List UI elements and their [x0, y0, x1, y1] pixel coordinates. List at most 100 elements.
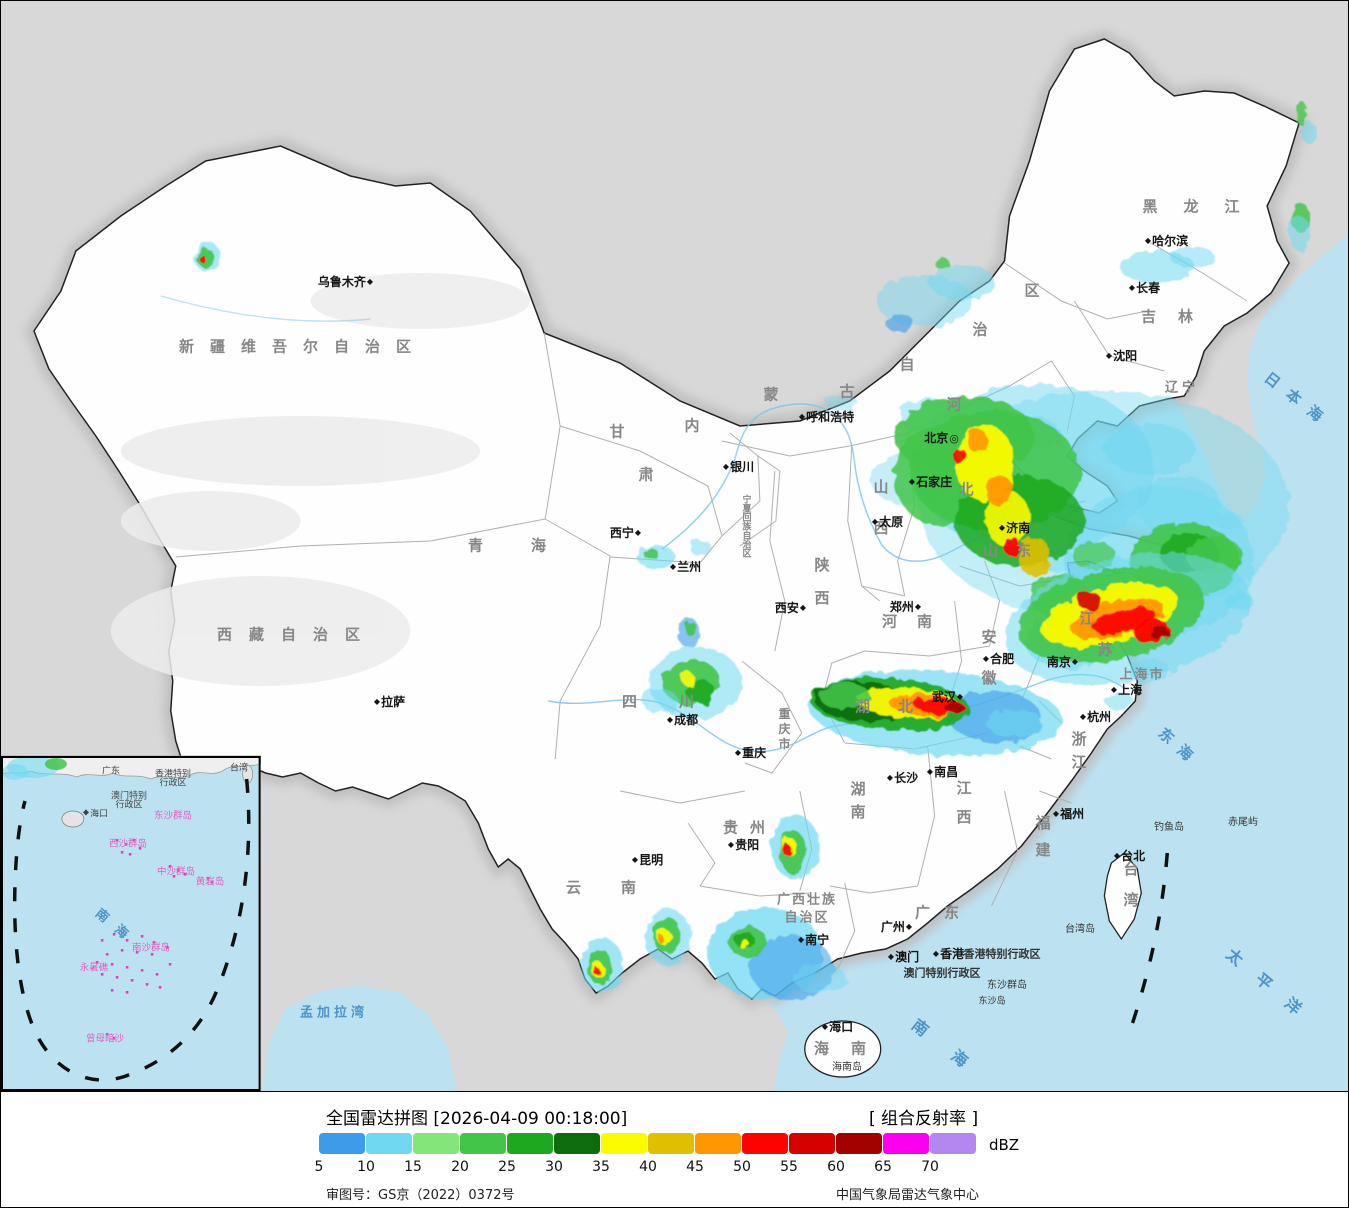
- island-dot: [105, 1033, 109, 1036]
- nine-dash-line-east: [1127, 852, 1170, 1034]
- radar-cell: [986, 475, 1013, 507]
- island-dot: [138, 847, 142, 850]
- island-dot: [172, 875, 176, 878]
- radar-cell: [642, 689, 678, 713]
- radar-cell: [594, 968, 601, 976]
- china-radar-map: 新疆维吾尔自治区 西藏自治区 青海甘肃内蒙古自治区黑龙江 吉林 辽宁河北山西 陕西 河南 山东…: [1, 1, 1348, 1092]
- island-dot: [158, 986, 162, 989]
- radar-cell: [1137, 476, 1222, 536]
- radar-cell: [1018, 537, 1051, 577]
- radar-cell: [885, 314, 914, 332]
- radar-cell: [1003, 536, 1020, 556]
- radar-cell: [929, 264, 994, 300]
- legend-value: 15: [404, 1159, 422, 1175]
- radar-cell: [1170, 246, 1215, 268]
- radar-cell: [825, 395, 858, 411]
- legend-color-segment: [648, 1133, 694, 1154]
- radar-cell: [1295, 101, 1308, 125]
- island-dot: [168, 865, 172, 868]
- legend-color-segment: [319, 1133, 365, 1154]
- radar-cell: [819, 682, 870, 710]
- radar-cell: [986, 709, 1043, 737]
- taiwan-island: [1103, 852, 1142, 941]
- island-dot: [110, 963, 114, 966]
- island-dot: [128, 853, 132, 856]
- island-dot: [125, 939, 129, 942]
- south-china-sea-inset: [1, 755, 262, 1091]
- island-dot: [150, 953, 154, 956]
- legend-color-segment: [836, 1133, 882, 1154]
- legend-color-segment: [789, 1133, 835, 1154]
- island-dot: [183, 873, 187, 876]
- sea-area: [769, 234, 1348, 1091]
- island-dot: [124, 843, 128, 846]
- map-approval-number: 审图号：GS京（2022）0372号: [326, 1188, 515, 1203]
- legend-color-segment: [460, 1133, 506, 1154]
- hainan-island: [804, 1020, 882, 1078]
- radar-cell: [1, 764, 28, 780]
- island-dot: [152, 941, 156, 944]
- island-dot: [130, 979, 134, 982]
- radar-cell: [686, 680, 715, 704]
- radar-cell: [44, 758, 67, 770]
- radar-cell: [738, 939, 749, 949]
- radar-cell: [644, 548, 659, 560]
- legend-color-segment: [366, 1133, 412, 1154]
- legend-value: 50: [733, 1159, 751, 1175]
- legend-value: 10: [357, 1159, 375, 1175]
- radar-cell: [944, 702, 965, 714]
- legend-color-segment: [742, 1133, 788, 1154]
- radar-cell: [1302, 122, 1317, 144]
- island-dot: [140, 969, 144, 972]
- island-dot: [168, 963, 172, 966]
- legend-value: 25: [498, 1159, 516, 1175]
- legend-value: 5: [314, 1159, 324, 1175]
- island-dot: [206, 877, 210, 880]
- radar-cell: [1093, 607, 1156, 635]
- radar-cell: [681, 672, 694, 686]
- terrain-shading: [110, 273, 531, 686]
- island-dot: [176, 869, 180, 872]
- legend-value: 20: [451, 1159, 469, 1175]
- radar-cell: [793, 963, 846, 993]
- bay-of-bengal: [262, 985, 457, 1091]
- radar-cell: [1288, 216, 1311, 250]
- color-scale-bar: [319, 1133, 977, 1154]
- legend-value: 60: [827, 1159, 845, 1175]
- island-dot: [112, 1037, 116, 1040]
- radar-layer: [194, 101, 1317, 1000]
- legend-color-segment: [601, 1133, 647, 1154]
- nine-dash-line-inset: [12, 778, 251, 1082]
- island-dots: [95, 839, 214, 1040]
- island-dot: [210, 881, 214, 884]
- map-title: 全国雷达拼图 [2026-04-09 00:18:00]: [326, 1109, 628, 1129]
- legend-color-segment: [883, 1133, 929, 1154]
- legend-value: 70: [921, 1159, 939, 1175]
- credit-label: 中国气象局雷达气象中心: [836, 1188, 980, 1203]
- island-dot: [120, 851, 124, 854]
- island-dot: [155, 973, 159, 976]
- inset-border: [1, 756, 261, 1091]
- island-dot: [100, 939, 104, 942]
- radar-cell: [1105, 692, 1134, 710]
- radar-cell: [659, 936, 666, 944]
- legend-panel: 全国雷达拼图 [2026-04-09 00:18:00] [ 组合反射率 ] d…: [1, 1092, 1348, 1207]
- map-canvas: [1, 1, 1348, 1091]
- island-dot: [110, 989, 114, 992]
- legend-value: 40: [639, 1159, 657, 1175]
- island-dot: [100, 973, 104, 976]
- inset-hainan: [61, 810, 85, 828]
- legend-value-row: 5 10 15 20 25 30 35 40 45 50 55 60 65 70: [315, 1159, 1019, 1175]
- legend-value: 55: [780, 1159, 798, 1175]
- radar-layer-inset: [1, 756, 67, 780]
- radar-cell: [1150, 626, 1169, 640]
- radar-cell: [1077, 592, 1102, 610]
- radar-cell: [1104, 423, 1195, 475]
- legend-color-segment: [554, 1133, 600, 1154]
- radar-cell: [967, 429, 988, 453]
- island-dot: [140, 935, 144, 938]
- legend-color-segment: [695, 1133, 741, 1154]
- unit-label: dBZ: [989, 1136, 1020, 1154]
- island-dot: [120, 949, 124, 952]
